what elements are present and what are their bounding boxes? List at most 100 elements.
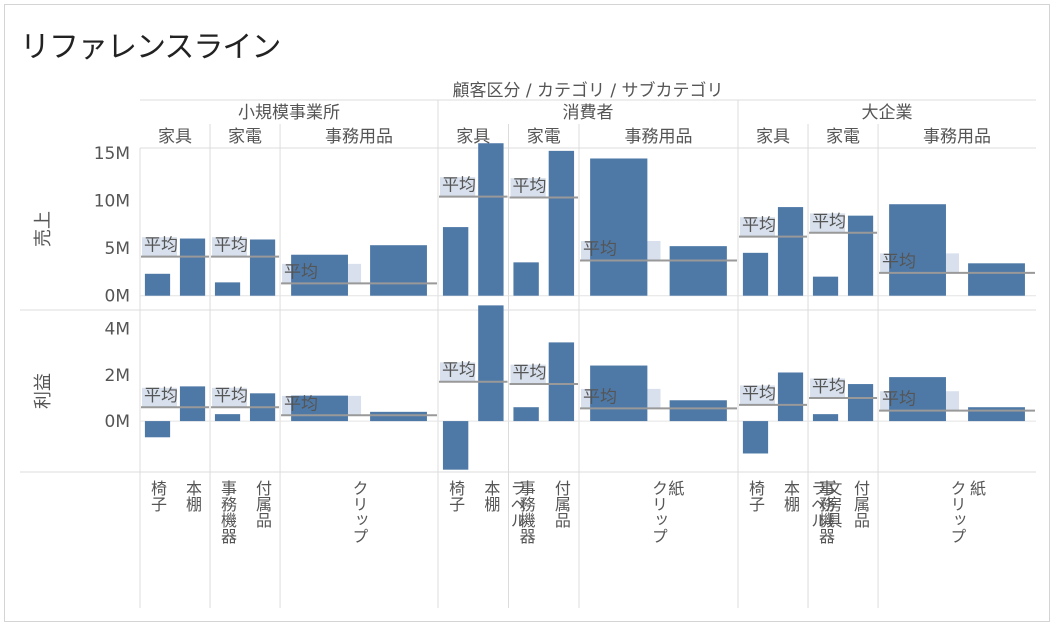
bar xyxy=(968,263,1025,296)
reference-label: 平均 xyxy=(144,236,178,256)
bar xyxy=(590,365,648,422)
bar xyxy=(669,400,727,422)
segment-label: 大企業 xyxy=(862,103,913,123)
subcategory-label: 本棚 xyxy=(781,480,800,513)
bar xyxy=(144,421,171,438)
bar xyxy=(291,395,348,422)
y-tick-label: 15M xyxy=(94,144,130,164)
category-label: 事務用品 xyxy=(923,127,991,147)
y-tick-label: 10M xyxy=(94,191,130,211)
bar xyxy=(249,239,276,296)
subcategory-label: 紙 xyxy=(967,480,986,497)
subcategory-label: クリップ xyxy=(649,480,668,544)
y-tick-label: 4M xyxy=(105,320,130,340)
reference-label: 平均 xyxy=(583,387,617,407)
category-label: 事務用品 xyxy=(625,127,693,147)
bar xyxy=(291,254,348,296)
reference-label: 平均 xyxy=(144,386,178,406)
bar xyxy=(144,273,171,296)
subcategory-label: 付属品 xyxy=(552,480,571,528)
reference-band xyxy=(212,387,248,408)
reference-label: 平均 xyxy=(583,239,617,259)
subcategory-label: 本棚 xyxy=(481,480,500,513)
reference-label: 平均 xyxy=(513,177,547,197)
bar xyxy=(889,377,946,422)
reference-label: 平均 xyxy=(284,394,318,414)
y-tick-label: 2M xyxy=(105,366,130,386)
reference-label: 平均 xyxy=(882,390,916,410)
bar xyxy=(442,227,469,296)
subcategory-label: 椅子 xyxy=(746,480,765,512)
bar xyxy=(669,246,727,296)
reference-band xyxy=(142,387,178,408)
reference-label: 平均 xyxy=(742,216,776,236)
bar xyxy=(590,158,648,296)
bar xyxy=(548,342,575,422)
reference-label: 平均 xyxy=(442,176,476,196)
bar xyxy=(370,411,427,422)
reference-label: 平均 xyxy=(214,386,248,406)
header-title: 顧客区分 / カテゴリ / サブカテゴリ xyxy=(452,80,723,101)
bar xyxy=(847,384,874,422)
reference-label: 平均 xyxy=(742,384,776,404)
subcategory-label: クリップ xyxy=(948,480,967,544)
subcategory-label: ラベル xyxy=(507,480,526,528)
y-tick-label: 5M xyxy=(105,239,130,259)
subcategory-label: ラベル xyxy=(808,480,827,528)
chart-frame xyxy=(4,4,1050,622)
bar xyxy=(777,372,804,422)
bar xyxy=(742,421,769,454)
bar xyxy=(478,143,504,296)
bar xyxy=(548,150,575,296)
bar xyxy=(478,305,504,422)
subcategory-label: 文房具 xyxy=(823,480,842,528)
bar xyxy=(179,386,206,422)
reference-band xyxy=(212,237,248,257)
category-label: 家電 xyxy=(826,127,860,147)
reference-label: 平均 xyxy=(812,377,846,397)
bar xyxy=(812,414,839,422)
bar xyxy=(513,407,539,422)
reference-label: 平均 xyxy=(812,212,846,232)
reference-band xyxy=(740,217,776,237)
bar xyxy=(214,282,241,296)
bar xyxy=(442,421,469,470)
reference-label: 平均 xyxy=(513,363,547,383)
subcategory-label: 付属品 xyxy=(851,480,870,528)
bar xyxy=(968,407,1025,422)
y-tick-label: 0M xyxy=(105,287,130,307)
reference-band xyxy=(810,213,846,233)
category-label: 家電 xyxy=(527,127,561,147)
category-label: 事務用品 xyxy=(325,127,393,147)
subcategory-label: 事務機器 xyxy=(816,480,835,544)
segment-label: 消費者 xyxy=(563,103,614,123)
subcategory-label: 事務機器 xyxy=(517,480,536,544)
subcategory-label: 椅子 xyxy=(446,480,465,512)
reference-band xyxy=(510,178,546,198)
reference-band xyxy=(142,237,178,257)
reference-band xyxy=(740,385,776,405)
bar xyxy=(742,252,769,296)
chart-title: リファレンスライン xyxy=(20,30,281,65)
reference-band xyxy=(810,378,846,398)
reference-label: 平均 xyxy=(882,252,916,272)
row-label: 利益 xyxy=(33,373,54,409)
reference-label: 平均 xyxy=(442,361,476,381)
bar xyxy=(370,245,427,296)
y-tick-label: 0M xyxy=(105,412,130,432)
bar xyxy=(812,276,839,296)
reference-band xyxy=(510,364,546,385)
subcategory-label: クリップ xyxy=(350,480,369,544)
reference-band xyxy=(440,362,476,382)
category-label: 家具 xyxy=(456,127,490,147)
reference-label: 平均 xyxy=(284,262,318,282)
category-label: 家具 xyxy=(158,127,192,147)
subcategory-label: 紙 xyxy=(665,480,684,497)
reference-label: 平均 xyxy=(214,236,248,256)
category-label: 家具 xyxy=(756,127,790,147)
bar xyxy=(214,414,241,422)
bar xyxy=(847,215,874,296)
bar xyxy=(179,238,206,296)
subcategory-label: 椅子 xyxy=(148,480,167,512)
